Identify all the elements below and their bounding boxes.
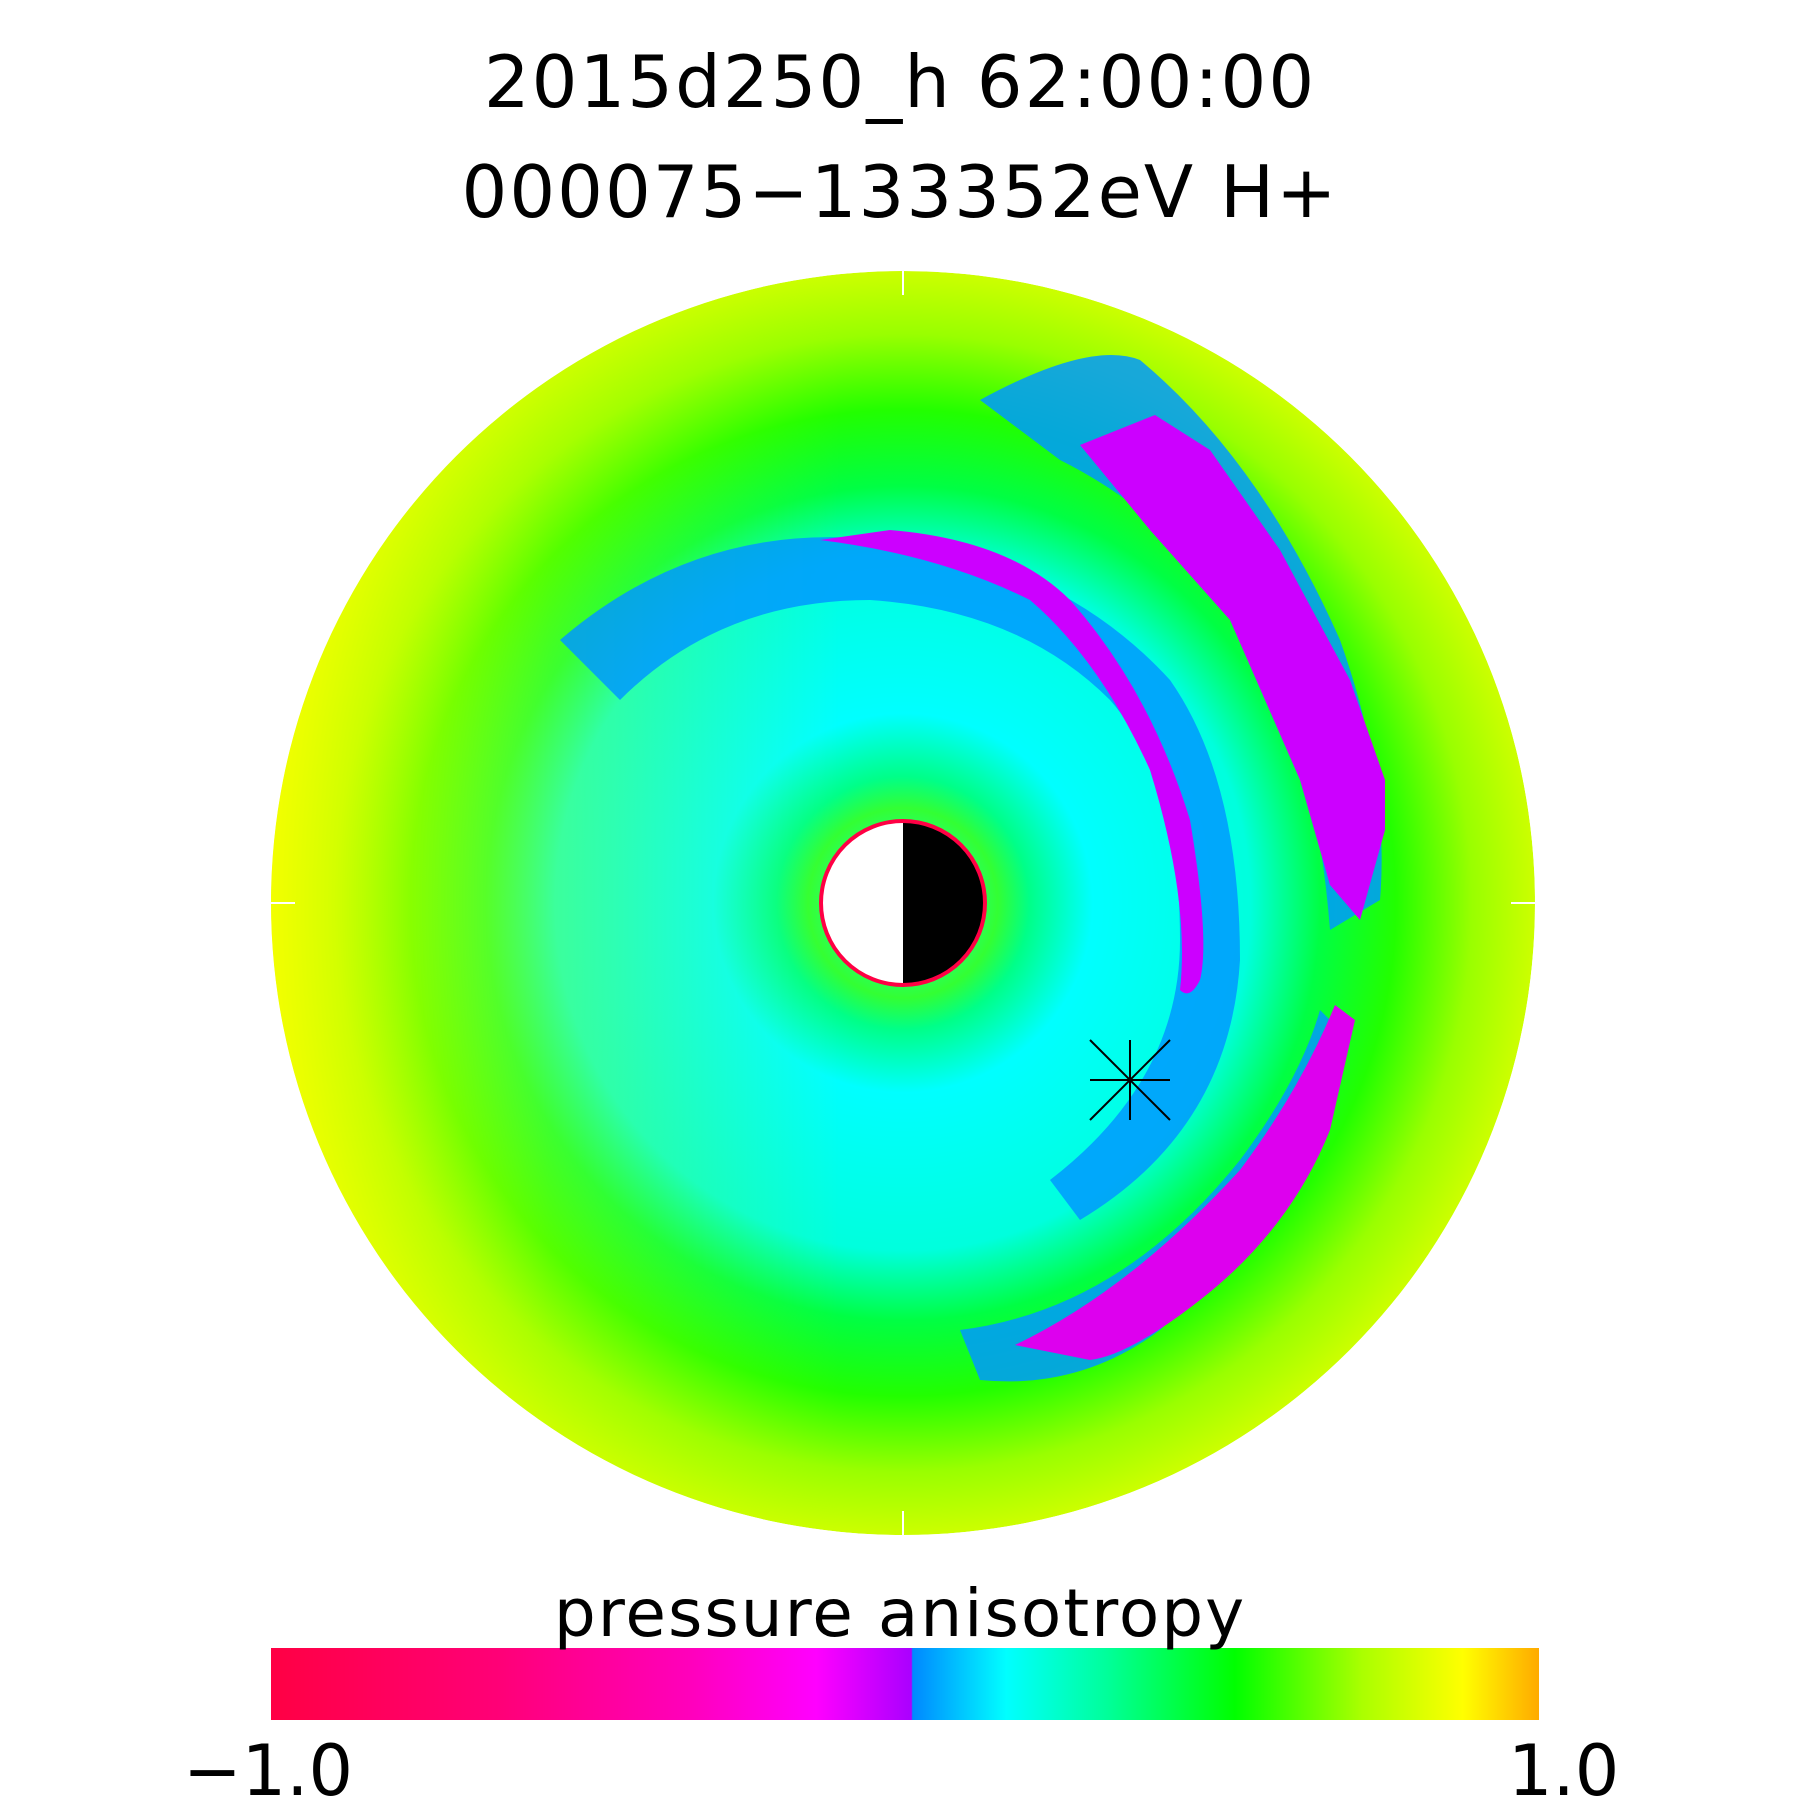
satellite-marker-icon <box>1089 1039 1171 1121</box>
midnight-dusk-outer-arc <box>1080 415 1385 920</box>
blue-halo-inner <box>560 537 1240 1220</box>
dawn-side-arc <box>1015 1005 1355 1360</box>
earth-icon <box>819 819 987 987</box>
colorbar <box>271 1648 1539 1720</box>
colorbar-label: pressure anisotropy <box>553 1575 1247 1652</box>
chart-title-line-2: 000075−133352eV H+ <box>461 150 1339 234</box>
chart-title-line-1: 2015d250_h 62:00:00 <box>483 40 1317 124</box>
axis-ticks <box>271 271 1535 1535</box>
colorbar-min-label: −1.0 <box>183 1730 353 1812</box>
colorbar-max-label: 1.0 <box>1508 1730 1620 1812</box>
